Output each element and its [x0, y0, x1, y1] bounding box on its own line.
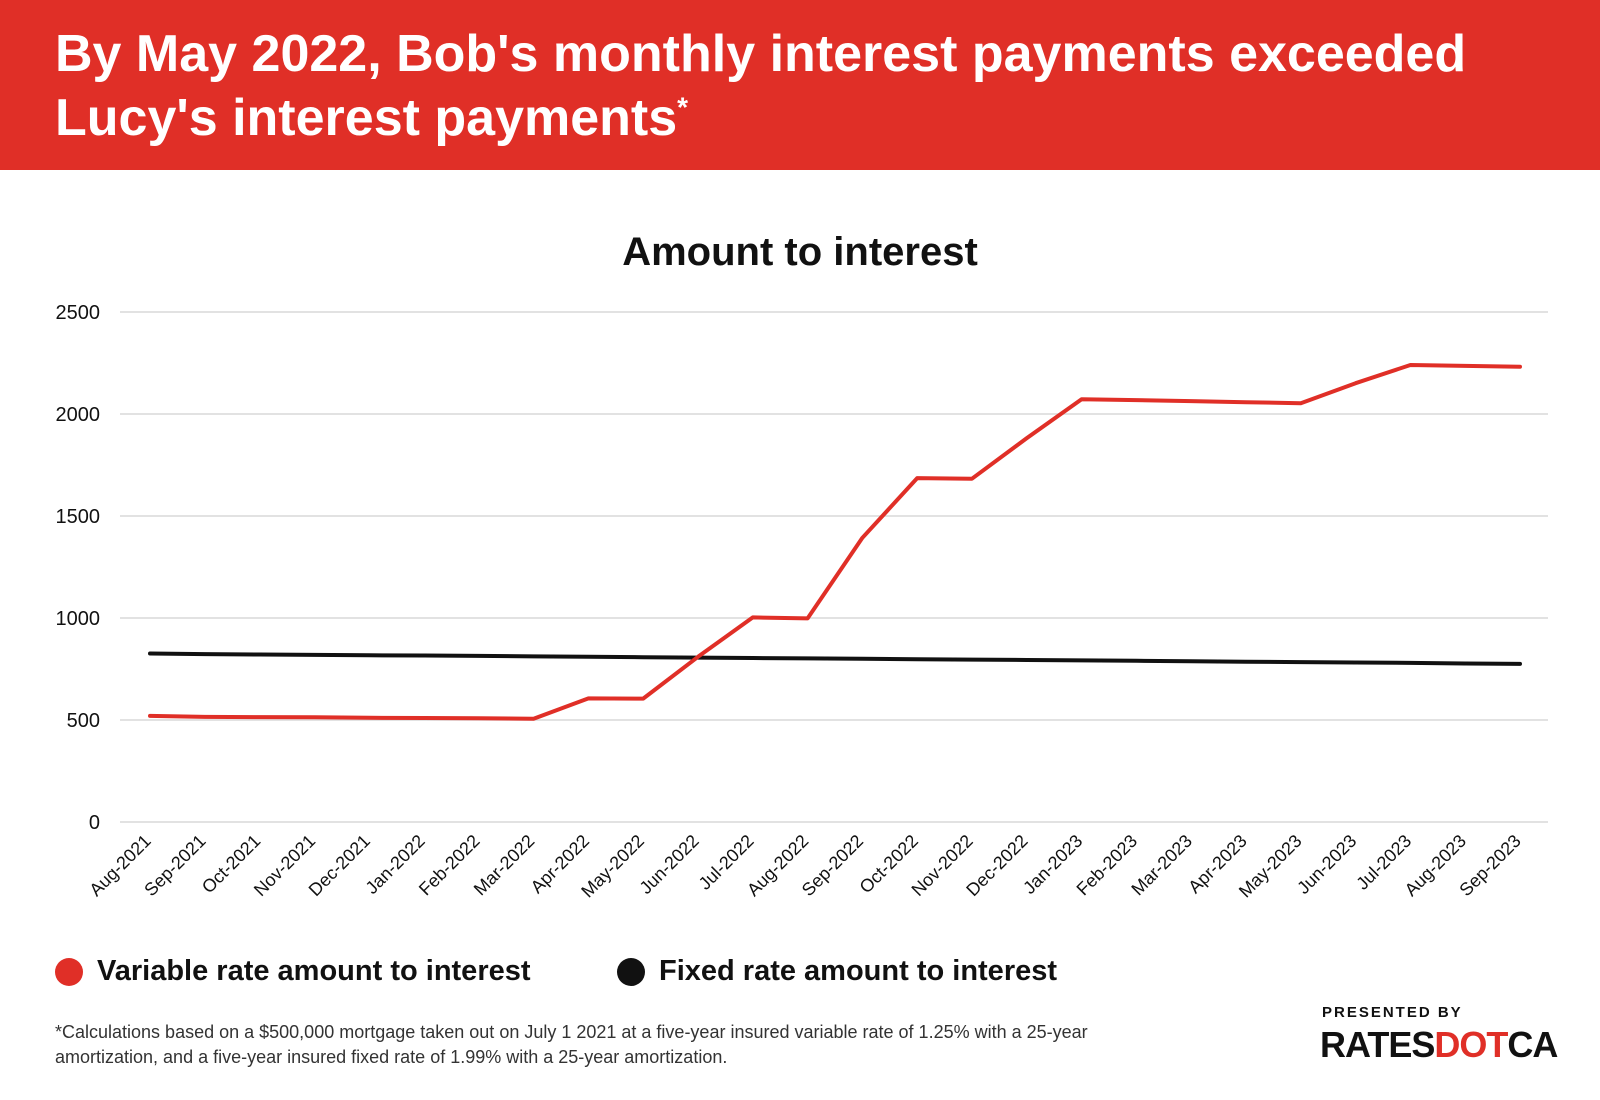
series-line-variable: [148, 363, 1522, 721]
y-tick-label: 1500: [56, 506, 101, 528]
banner-title-line1: By May 2022, Bob's monthly interest paym…: [55, 25, 1467, 83]
logo-dot: DOT: [1434, 1024, 1508, 1065]
x-tick-label: Jun-2022: [636, 831, 703, 898]
footnote-line1: *Calculations based on a $500,000 mortga…: [55, 1022, 1088, 1042]
logo-rates: RATES: [1320, 1024, 1435, 1065]
legend-item-fixed: Fixed rate amount to interest: [617, 955, 1057, 988]
banner-title-line2-text: Lucy's interest payments: [55, 89, 678, 147]
x-tick-label: Mar-2023: [1127, 831, 1196, 900]
legend-label-variable: Variable rate amount to interest: [97, 955, 531, 987]
y-tick-label: 2000: [56, 404, 101, 426]
logo-ca: CA: [1507, 1024, 1558, 1065]
footnote-asterisk: *: [677, 91, 689, 123]
banner-title: By May 2022, Bob's monthly interest paym…: [55, 22, 1555, 150]
banner-title-line2: Lucy's interest payments*: [55, 86, 1555, 150]
y-tick-label: 0: [89, 812, 100, 834]
x-tick-label: Jun-2023: [1293, 831, 1360, 898]
series-line-fixed: [148, 651, 1522, 666]
legend: Variable rate amount to interest Fixed r…: [0, 955, 1200, 995]
x-tick-label: Mar-2022: [470, 831, 539, 900]
x-axis-ticks: Aug-2021Sep-2021Oct-2021Nov-2021Dec-2021…: [85, 831, 1524, 902]
header-banner: By May 2022, Bob's monthly interest paym…: [0, 0, 1600, 170]
chart-title: Amount to interest: [622, 230, 978, 274]
y-tick-label: 2500: [56, 302, 101, 324]
y-axis-ticks: 0 500 1000 1500 2000 2500: [56, 302, 101, 834]
legend-dot-variable: [55, 957, 83, 986]
ratesdotca-logo: RATESDOTCA: [1320, 1024, 1558, 1066]
gridlines: [120, 311, 1548, 823]
series-lines: [148, 363, 1522, 721]
y-tick-label: 1000: [56, 608, 101, 630]
y-tick-label: 500: [67, 710, 100, 732]
legend-dot-fixed: [617, 957, 645, 986]
footnote-line2: amortization, and a five-year insured fi…: [55, 1047, 728, 1067]
legend-label-fixed: Fixed rate amount to interest: [659, 955, 1058, 987]
legend-item-variable: Variable rate amount to interest: [55, 955, 531, 988]
footnote: *Calculations based on a $500,000 mortga…: [55, 1020, 1235, 1070]
presented-by-label: PRESENTED BY: [1322, 1004, 1463, 1021]
